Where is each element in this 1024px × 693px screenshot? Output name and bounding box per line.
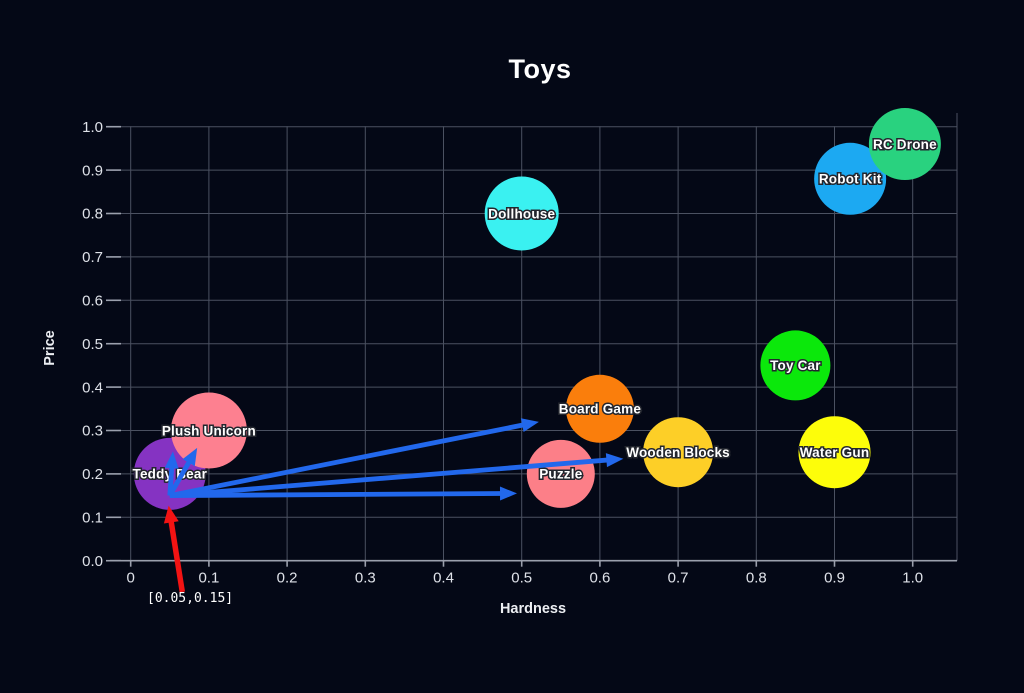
- y-tick-label: 0.0: [82, 553, 103, 570]
- y-tick-label: 0.8: [82, 206, 103, 223]
- x-tick-label: 0.9: [824, 570, 845, 587]
- x-tick-label: 0.2: [277, 570, 298, 587]
- x-tick-label: 0.6: [589, 570, 610, 587]
- arrow-to-puzzle-shaft: [169, 491, 503, 498]
- bubble-dollhouse: [484, 176, 559, 251]
- annotation-arrow-shaft: [168, 519, 186, 593]
- y-tick-label: 0.6: [82, 293, 103, 310]
- bubble-label-robot-kit: Robot Kit: [819, 172, 882, 187]
- annotation-arrow-head: [163, 505, 179, 524]
- y-tick-label: 0.7: [82, 249, 103, 266]
- arrow-to-plush-unicorn-head: [182, 447, 198, 467]
- arrow-to-plush-unicorn-shaft: [167, 459, 192, 497]
- y-tick-label: 0.2: [82, 466, 103, 483]
- bubble-label-dollhouse: Dollhouse: [488, 206, 555, 221]
- bubble-label-toy-car: Toy Car: [770, 358, 821, 373]
- arrow-to-puzzle-head: [499, 486, 518, 501]
- y-tick-label: 0.3: [82, 423, 103, 440]
- point-annotation: [0.05,0.15]: [147, 591, 234, 606]
- x-tick-label: 0.4: [433, 570, 454, 587]
- x-tick-label: 0.1: [198, 570, 219, 587]
- x-tick-label: 0.5: [511, 570, 532, 587]
- y-axis-title: Price: [42, 330, 58, 366]
- bubble-robot-kit: [814, 142, 887, 215]
- x-tick-label: 1.0: [902, 570, 923, 587]
- bubble-label-plush-unicorn: Plush Unicorn: [162, 423, 256, 438]
- bubble-board-game: [565, 374, 634, 443]
- bubble-label-wooden-blocks: Wooden Blocks: [626, 445, 730, 460]
- arrow-to-wooden-blocks-shaft: [169, 457, 609, 498]
- x-tick-label: 0.3: [355, 570, 376, 587]
- arrow-to-wooden-blocks-head: [605, 453, 624, 468]
- y-tick-label: 1.0: [82, 119, 103, 136]
- y-tick-label: 0.9: [82, 162, 103, 179]
- x-tick-label: 0.8: [746, 570, 767, 587]
- x-axis-title: Hardness: [499, 601, 567, 617]
- bubble-rc-drone: [868, 108, 941, 181]
- bubble-label-board-game: Board Game: [559, 402, 642, 417]
- arrow-to-board-game-head: [520, 418, 539, 433]
- bubble-puzzle: [526, 439, 595, 508]
- y-tick-label: 0.1: [82, 510, 103, 527]
- bubble-label-rc-drone: RC Drone: [873, 137, 937, 152]
- y-tick-label: 0.5: [82, 336, 103, 353]
- bubble-water-gun: [798, 416, 871, 489]
- chart-title: Toys: [508, 54, 572, 84]
- x-tick-label: 0.7: [668, 570, 689, 587]
- y-tick-label: 0.4: [82, 379, 103, 396]
- bubble-plush-unicorn: [170, 392, 247, 469]
- arrow-to-board-game-shaft: [169, 422, 525, 498]
- x-tick-label: 0: [127, 570, 135, 587]
- bubble-label-puzzle: Puzzle: [539, 467, 583, 482]
- bubble-label-water-gun: Water Gun: [800, 445, 870, 460]
- bubble-wooden-blocks: [643, 417, 714, 488]
- arrow-to-teddy-bear-head: [164, 451, 179, 469]
- bubble-toy-car: [760, 330, 831, 401]
